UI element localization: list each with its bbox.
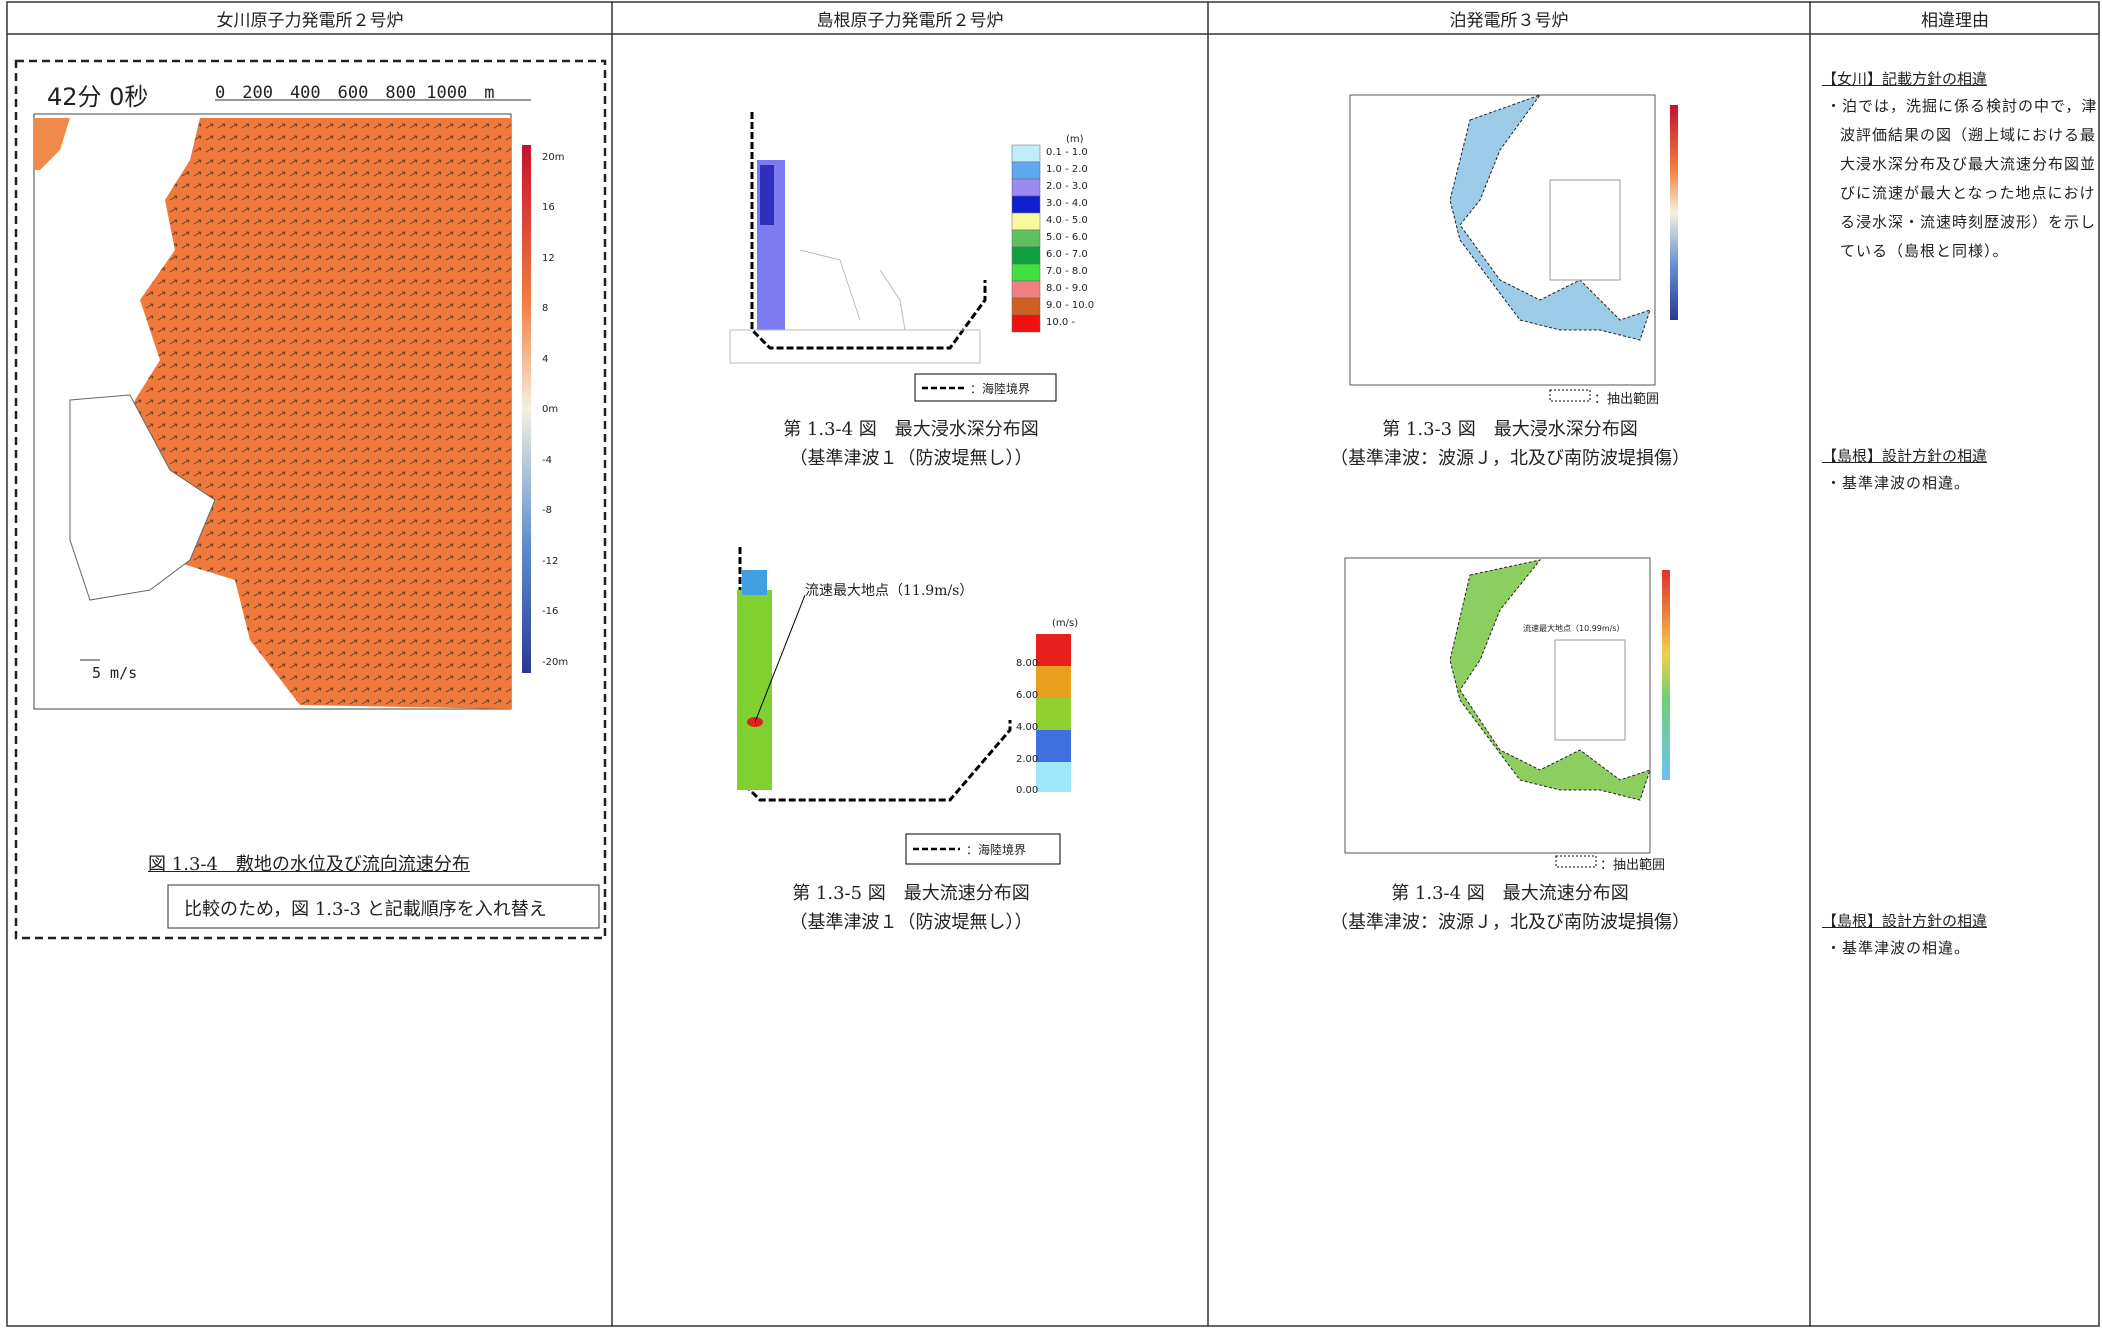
legend-label: 4.0 - 5.0: [1046, 215, 1088, 226]
colorbar-label: -8: [542, 505, 552, 516]
colorbar-label: 12: [542, 253, 555, 264]
legend-label: 6.0 - 7.0: [1046, 249, 1088, 260]
reason-heading: 【島根】設計方針の相違: [1822, 445, 1987, 466]
colorbar: [1670, 105, 1678, 320]
legend-box: [1036, 730, 1071, 762]
vector-label: 5 m/s: [92, 664, 137, 682]
colorbar-label: 0m: [542, 404, 558, 415]
legend-label: 5.0 - 6.0: [1046, 232, 1088, 243]
colorbar-label: -4: [542, 455, 552, 466]
colorbar-label: 4: [542, 354, 548, 365]
legend-label: 8.00: [1016, 658, 1038, 669]
reason-text: ・泊では，洗掘に係る検討の中で，津波評価結果の図（遡上域における最大浸水深分布及…: [1826, 92, 2102, 266]
legend-label: 4.00: [1016, 722, 1038, 733]
velocity-area: [737, 590, 772, 790]
velocity-area: [742, 570, 767, 595]
legend-label: ：抽出範囲: [1594, 388, 1659, 407]
legend-label: 6.00: [1016, 690, 1038, 701]
reason-text: ・基準津波の相違。: [1826, 469, 2102, 498]
column-header: 泊発電所３号炉: [1450, 6, 1569, 31]
legend-label: ：抽出範囲: [1600, 854, 1665, 873]
annotation: 流速最大地点（11.9m/s）: [805, 580, 973, 600]
reason-heading: 【島根】設計方針の相違: [1822, 910, 1987, 931]
boundary-line: [752, 112, 985, 348]
column-header: 島根原子力発電所２号炉: [817, 6, 1004, 31]
colorbar-label: -12: [542, 556, 558, 567]
annotation: 流速最大地点（10.99m/s）: [1523, 623, 1625, 634]
figure-condition: （基準津波１（防波堤無し））: [790, 444, 1033, 470]
legend-label: 7.0 - 8.0: [1046, 266, 1088, 277]
colorbar-label: -20m: [542, 657, 568, 668]
legend-box: [1036, 634, 1071, 666]
colorbar-label: 16: [542, 202, 555, 213]
colorbar-label: 8: [542, 303, 548, 314]
legend-box: [1036, 666, 1071, 698]
figure-caption: 図 1.3-4 敷地の水位及び流向流速分布: [148, 850, 470, 876]
reason-text: ・基準津波の相違。: [1826, 934, 2102, 963]
legend-title: (m): [1066, 134, 1084, 145]
figure-condition: （基準津波：波源Ｊ，北及び南防波堤損傷）: [1330, 908, 1690, 934]
legend-label: 0.1 - 1.0: [1046, 147, 1088, 158]
legend-label: 3.0 - 4.0: [1046, 198, 1088, 209]
legend-box: [1036, 762, 1071, 792]
legend-label: ：海陸境界: [970, 380, 1030, 397]
scale-label: 0 200 400 600 800 1000 m: [215, 78, 494, 103]
figure-caption: 第 1.3-3 図 最大浸水深分布図: [1382, 415, 1638, 441]
legend-label: ：海陸境界: [966, 841, 1026, 858]
legend-label: 1.0 - 2.0: [1046, 164, 1088, 175]
legend-box: [1036, 698, 1071, 730]
page: 女川原子力発電所２号炉 島根原子力発電所２号炉 泊発電所３号炉 相違理由 42分…: [0, 0, 2103, 1328]
legend-box: [1550, 390, 1590, 401]
legend-label: 10.0 -: [1046, 317, 1075, 328]
time-label: 42分 0秒: [47, 77, 148, 112]
colorbar: [522, 145, 531, 673]
legend-label: 2.0 - 3.0: [1046, 181, 1088, 192]
figure-caption: 第 1.3-5 図 最大流速分布図: [792, 879, 1030, 905]
legend-box: [1556, 856, 1596, 867]
figure-condition: （基準津波１（防波堤無し））: [790, 908, 1033, 934]
legend-title: (m/s): [1052, 618, 1078, 629]
colorbar-label: -16: [542, 606, 558, 617]
column-header: 相違理由: [1921, 6, 1989, 31]
figure-caption: 第 1.3-4 図 最大流速分布図: [1391, 879, 1629, 905]
legend-label: 0.00: [1016, 785, 1038, 796]
inundation-area: [760, 165, 774, 225]
note: 比較のため，図 1.3-3 と記載順序を入れ替え: [184, 895, 547, 921]
legend-boxes: [1012, 145, 1040, 332]
column-header: 女川原子力発電所２号炉: [217, 6, 404, 31]
colorbar: [1662, 570, 1670, 780]
legend-label: 8.0 - 9.0: [1046, 283, 1088, 294]
legend-label: 9.0 - 10.0: [1046, 300, 1094, 311]
legend-label: 2.00: [1016, 754, 1038, 765]
figure-caption: 第 1.3-4 図 最大浸水深分布図: [783, 415, 1039, 441]
figure-condition: （基準津波：波源Ｊ，北及び南防波堤損傷）: [1330, 444, 1690, 470]
reason-heading: 【女川】記載方針の相違: [1822, 68, 1987, 89]
colorbar-label: 20m: [542, 152, 564, 163]
